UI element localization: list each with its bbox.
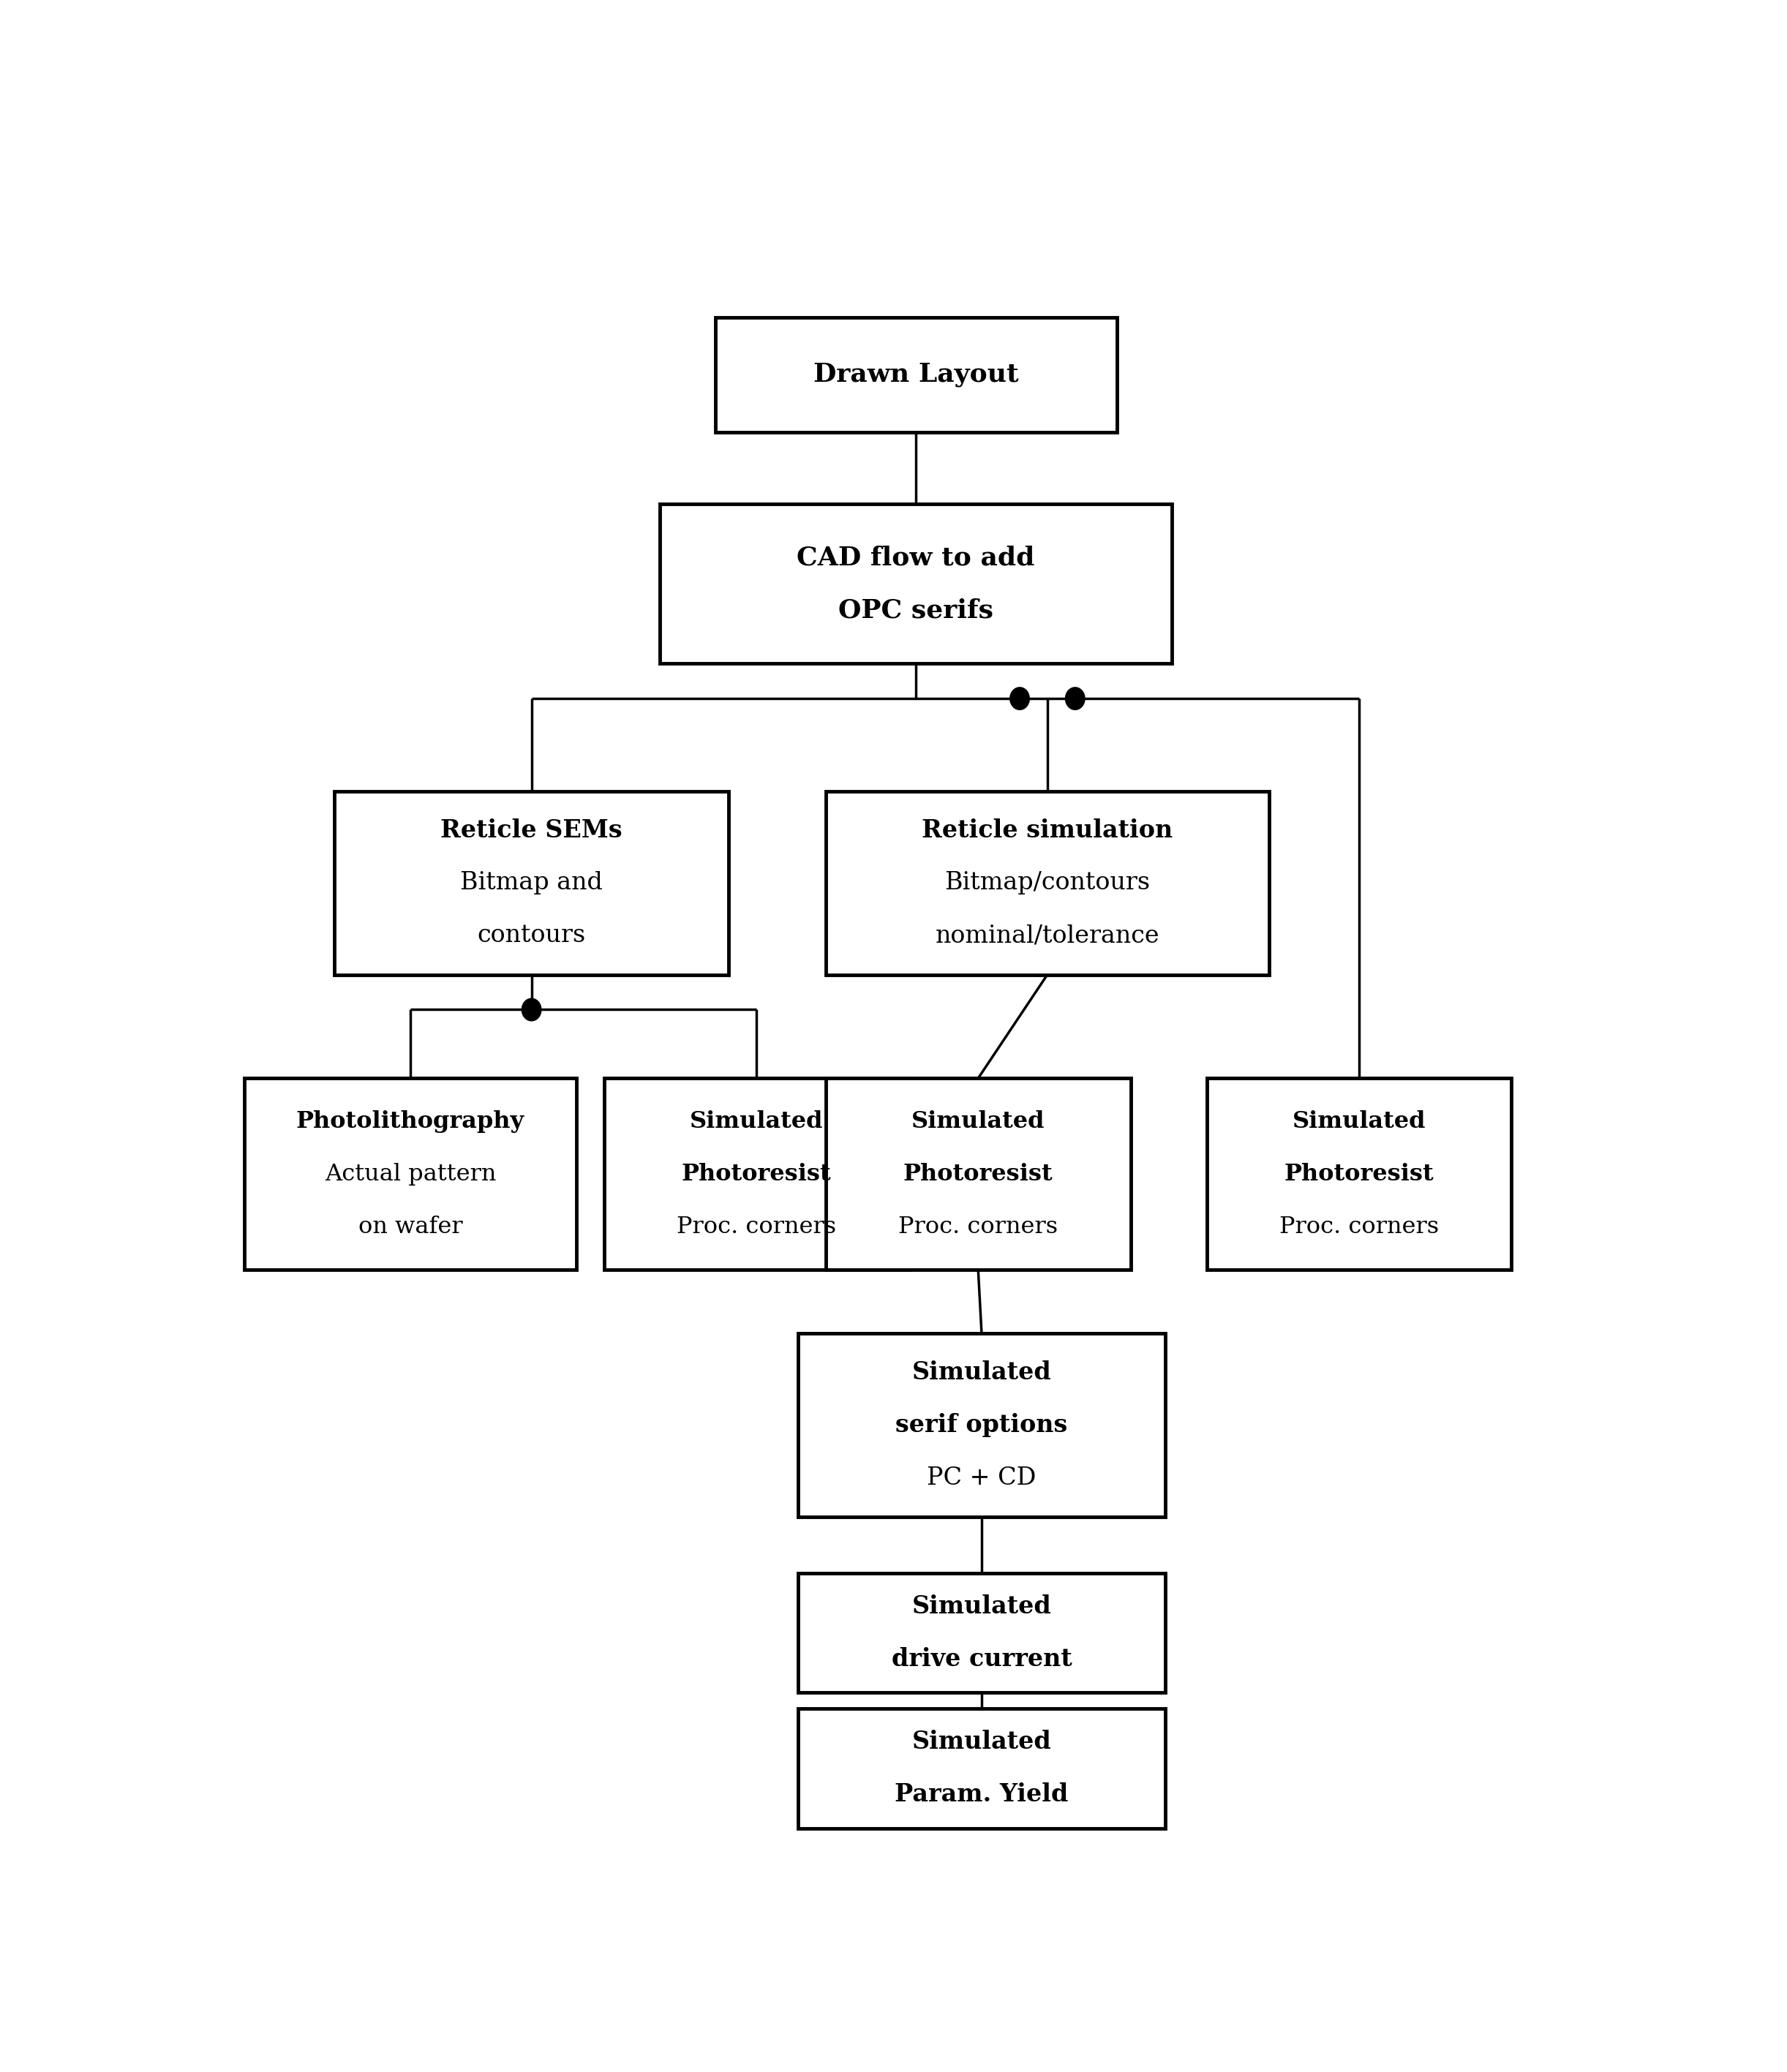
Text: Simulated: Simulated [690, 1111, 824, 1133]
Text: on wafer: on wafer [357, 1216, 463, 1237]
Text: serif options: serif options [895, 1413, 1067, 1438]
FancyBboxPatch shape [799, 1573, 1165, 1693]
Text: Simulated: Simulated [911, 1361, 1051, 1384]
FancyBboxPatch shape [715, 317, 1117, 433]
Circle shape [1065, 688, 1085, 711]
Text: Proc. corners: Proc. corners [899, 1216, 1058, 1237]
Text: Proc. corners: Proc. corners [677, 1216, 836, 1237]
Text: Simulated: Simulated [911, 1730, 1051, 1755]
Text: drive current: drive current [892, 1647, 1072, 1672]
Text: Reticle SEMs: Reticle SEMs [441, 818, 622, 841]
Text: Photoresist: Photoresist [902, 1162, 1053, 1185]
Text: Photoresist: Photoresist [681, 1162, 831, 1185]
Text: PC + CD: PC + CD [927, 1467, 1036, 1490]
Text: Reticle simulation: Reticle simulation [922, 818, 1172, 841]
Text: Drawn Layout: Drawn Layout [813, 363, 1019, 387]
FancyBboxPatch shape [334, 792, 729, 974]
Text: Simulated: Simulated [1292, 1111, 1426, 1133]
FancyBboxPatch shape [799, 1334, 1165, 1517]
Text: OPC serifs: OPC serifs [838, 597, 994, 622]
FancyBboxPatch shape [659, 503, 1172, 663]
FancyBboxPatch shape [799, 1709, 1165, 1828]
FancyBboxPatch shape [1206, 1077, 1512, 1270]
Text: Bitmap/contours: Bitmap/contours [945, 870, 1151, 895]
Text: Actual pattern: Actual pattern [325, 1162, 497, 1185]
Text: Photolithography: Photolithography [297, 1111, 525, 1133]
FancyBboxPatch shape [245, 1077, 577, 1270]
Text: Param. Yield: Param. Yield [895, 1782, 1069, 1807]
FancyBboxPatch shape [826, 792, 1269, 974]
FancyBboxPatch shape [604, 1077, 910, 1270]
Text: CAD flow to add: CAD flow to add [797, 545, 1035, 570]
Text: Simulated: Simulated [911, 1593, 1051, 1618]
Text: contours: contours [477, 924, 586, 947]
Text: Simulated: Simulated [911, 1111, 1045, 1133]
FancyBboxPatch shape [826, 1077, 1131, 1270]
Circle shape [522, 999, 541, 1021]
Text: nominal/tolerance: nominal/tolerance [935, 924, 1160, 947]
Text: Bitmap and: Bitmap and [461, 870, 602, 895]
Text: Proc. corners: Proc. corners [1279, 1216, 1439, 1237]
Text: Photoresist: Photoresist [1285, 1162, 1433, 1185]
Circle shape [1010, 688, 1029, 711]
